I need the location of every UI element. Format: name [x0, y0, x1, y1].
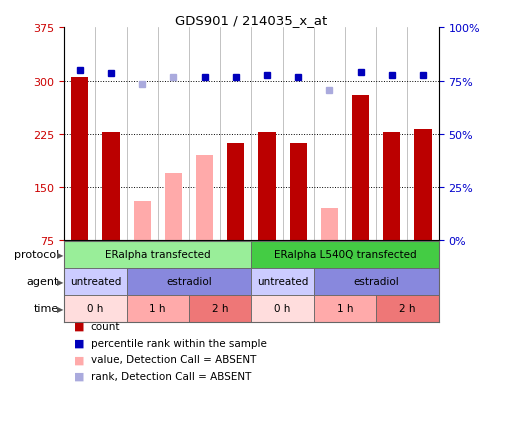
- Text: ■: ■: [74, 371, 85, 381]
- Bar: [415, 130, 431, 241]
- Text: 2 h: 2 h: [212, 304, 228, 313]
- Text: count: count: [91, 322, 121, 331]
- Bar: [64, 241, 251, 268]
- Text: 2 h: 2 h: [399, 304, 416, 313]
- Text: ■: ■: [74, 322, 85, 331]
- Bar: [352, 95, 369, 241]
- Text: agent: agent: [27, 277, 59, 286]
- Text: percentile rank within the sample: percentile rank within the sample: [91, 338, 267, 348]
- Text: value, Detection Call = ABSENT: value, Detection Call = ABSENT: [91, 355, 256, 364]
- Bar: [251, 241, 439, 268]
- Text: estradiol: estradiol: [353, 277, 399, 286]
- Bar: [227, 144, 244, 241]
- Text: ▶: ▶: [56, 304, 63, 313]
- Text: 0 h: 0 h: [87, 304, 104, 313]
- Text: protocol: protocol: [14, 250, 59, 260]
- Text: 0 h: 0 h: [274, 304, 291, 313]
- Bar: [189, 295, 251, 322]
- Text: untreated: untreated: [257, 277, 308, 286]
- Bar: [127, 268, 251, 295]
- Text: 1 h: 1 h: [149, 304, 166, 313]
- Bar: [196, 156, 213, 241]
- Bar: [259, 132, 275, 241]
- Bar: [251, 295, 314, 322]
- Text: ERalpha L540Q transfected: ERalpha L540Q transfected: [273, 250, 417, 260]
- Text: time: time: [34, 304, 59, 313]
- Bar: [64, 295, 127, 322]
- Bar: [64, 268, 127, 295]
- Bar: [290, 144, 307, 241]
- Bar: [251, 268, 314, 295]
- Text: estradiol: estradiol: [166, 277, 212, 286]
- Bar: [165, 174, 182, 241]
- Text: ■: ■: [74, 338, 85, 348]
- Text: ■: ■: [74, 355, 85, 364]
- Text: ERalpha transfected: ERalpha transfected: [105, 250, 210, 260]
- Bar: [71, 78, 88, 241]
- Text: rank, Detection Call = ABSENT: rank, Detection Call = ABSENT: [91, 371, 251, 381]
- Text: ▶: ▶: [56, 250, 63, 259]
- Bar: [103, 132, 120, 241]
- Text: untreated: untreated: [70, 277, 121, 286]
- Text: ▶: ▶: [56, 277, 63, 286]
- Text: 1 h: 1 h: [337, 304, 353, 313]
- Title: GDS901 / 214035_x_at: GDS901 / 214035_x_at: [175, 14, 327, 27]
- Bar: [321, 209, 338, 241]
- Bar: [127, 295, 189, 322]
- Bar: [314, 295, 376, 322]
- Bar: [376, 295, 439, 322]
- Bar: [383, 132, 400, 241]
- Bar: [133, 202, 151, 241]
- Bar: [314, 268, 439, 295]
